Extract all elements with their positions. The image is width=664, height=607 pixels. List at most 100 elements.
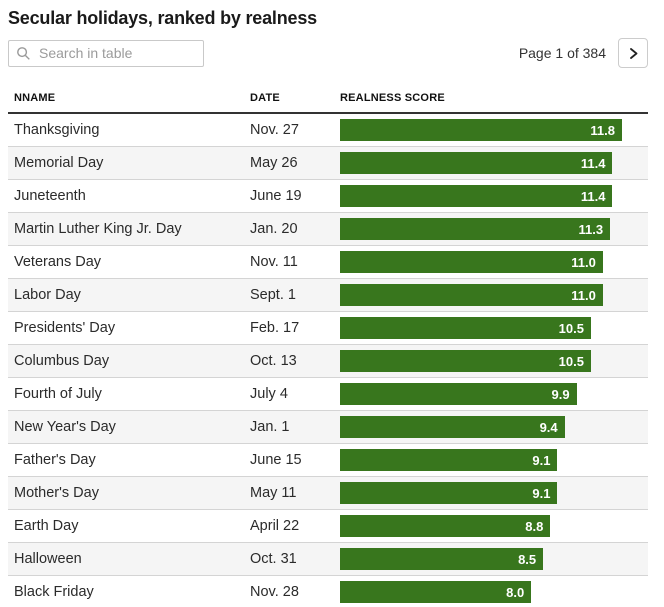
score-bar: 8.5: [340, 548, 544, 570]
page-title: Secular holidays, ranked by realness: [8, 8, 317, 28]
score-value: 10.5: [558, 320, 584, 336]
holiday-date: May 26: [250, 155, 298, 171]
table-row: Martin Luther King Jr. Day Jan. 20 11.3: [8, 212, 648, 245]
score-bar-cell: 10.5: [340, 317, 648, 339]
table-row: Memorial Day May 26 11.4: [8, 146, 648, 179]
table-row: Halloween Oct. 31 8.5: [8, 542, 648, 575]
score-value: 8.5: [518, 551, 537, 567]
table-row: Labor Day Sept. 1 11.0: [8, 278, 648, 311]
table-header-row: NNAME DATE REALNESS SCORE: [8, 92, 648, 114]
score-bar-cell: 9.1: [340, 482, 648, 504]
holiday-date: May 11: [250, 485, 297, 501]
score-value: 9.1: [532, 452, 551, 468]
score-bar: 11.8: [340, 119, 623, 141]
holiday-name: Earth Day: [14, 518, 79, 534]
score-value: 9.9: [551, 386, 570, 402]
score-bar-cell: 11.0: [340, 251, 648, 273]
table-row: Presidents' Day Feb. 17 10.5: [8, 311, 648, 344]
score-value: 9.4: [539, 419, 558, 435]
holiday-name: Veterans Day: [14, 254, 102, 270]
pagination: Page 1 of 384: [519, 38, 648, 68]
table-row: Father's Day June 15 9.1: [8, 443, 648, 476]
holiday-name: Fourth of July: [14, 386, 102, 402]
score-bar-cell: 11.4: [340, 152, 648, 174]
holiday-date: June 19: [250, 188, 302, 204]
score-value: 11.0: [571, 254, 596, 270]
next-page-button[interactable]: [618, 38, 648, 68]
score-bar: 11.3: [340, 218, 611, 240]
table-row: Fourth of July July 4 9.9: [8, 377, 648, 410]
score-bar-cell: 9.1: [340, 449, 648, 471]
score-bar: 11.0: [340, 251, 603, 273]
score-bar: 9.1: [340, 449, 558, 471]
toolbar: Page 1 of 384: [8, 38, 648, 68]
table-body: Thanksgiving Nov. 27 11.8 Memorial Day May 2…: [8, 114, 648, 607]
holiday-date: Nov. 11: [250, 254, 298, 270]
score-bar-cell: 11.0: [340, 284, 648, 306]
score-value: 11.8: [590, 122, 616, 138]
holiday-name: Father's Day: [14, 452, 96, 468]
score-bar: 9.4: [340, 416, 565, 438]
score-bar-cell: 8.0: [340, 581, 648, 603]
score-bar: 8.0: [340, 581, 532, 603]
table-row: Earth Day April 22 8.8: [8, 509, 648, 542]
holiday-date: Nov. 27: [250, 122, 299, 138]
holiday-date: Feb. 17: [250, 320, 300, 336]
score-bar-cell: 11.4: [340, 185, 648, 207]
holiday-date: Jan. 1: [250, 419, 290, 435]
score-value: 8.8: [525, 518, 544, 534]
holiday-name: New Year's Day: [14, 419, 116, 435]
holiday-name: Martin Luther King Jr. Day: [14, 221, 182, 237]
holiday-name: Columbus Day: [14, 353, 110, 369]
chevron-right-icon: [629, 47, 637, 59]
holiday-name: Halloween: [14, 551, 82, 567]
holiday-date: Jan. 20: [250, 221, 298, 237]
score-bar: 11.4: [340, 185, 613, 207]
holiday-date: Sept. 1: [250, 287, 296, 303]
column-header-name: NNAME: [14, 92, 56, 104]
score-value: 11.4: [580, 155, 606, 171]
score-bar: 9.1: [340, 482, 558, 504]
column-header-date: DATE: [250, 92, 280, 104]
score-value: 9.1: [532, 485, 551, 501]
score-bar: 11.4: [340, 152, 613, 174]
score-value: 10.5: [558, 353, 584, 369]
holiday-date: Oct. 13: [250, 353, 297, 369]
score-bar-cell: 8.8: [340, 515, 648, 537]
score-bar-cell: 9.4: [340, 416, 648, 438]
holiday-name: Thanksgiving: [14, 122, 100, 138]
holiday-name: Labor Day: [14, 287, 81, 303]
score-bar-cell: 8.5: [340, 548, 648, 570]
score-bar: 10.5: [340, 350, 591, 372]
holiday-name: Mother's Day: [14, 485, 99, 501]
holiday-name: Memorial Day: [14, 155, 104, 171]
holiday-date: Oct. 31: [250, 551, 297, 567]
holiday-name: Presidents' Day: [14, 320, 116, 336]
score-value: 11.3: [578, 221, 604, 237]
holiday-name: Black Friday: [14, 584, 94, 600]
holiday-name: Juneteenth: [14, 188, 86, 204]
score-bar-cell: 10.5: [340, 350, 648, 372]
table-row: Mother's Day May 11 9.1: [8, 476, 648, 509]
search-box: [8, 39, 204, 67]
table-row: Veterans Day Nov. 11 11.0: [8, 245, 648, 278]
search-input[interactable]: [8, 39, 204, 67]
table-row: New Year's Day Jan. 1 9.4: [8, 410, 648, 443]
holiday-date: Nov. 28: [250, 584, 299, 600]
score-bar: 11.0: [340, 284, 603, 306]
column-header-score: REALNESS SCORE: [340, 92, 445, 104]
score-bar: 10.5: [340, 317, 591, 339]
score-bar: 9.9: [340, 383, 577, 405]
score-value: 11.4: [580, 188, 606, 204]
score-value: 11.0: [571, 287, 596, 303]
score-bar: 8.8: [340, 515, 551, 537]
table-row: Columbus Day Oct. 13 10.5: [8, 344, 648, 377]
score-value: 8.0: [506, 584, 525, 600]
score-bar-cell: 9.9: [340, 383, 648, 405]
holiday-date: April 22: [250, 518, 300, 534]
page-indicator: Page 1 of 384: [518, 45, 606, 61]
table-row: Juneteenth June 19 11.4: [8, 179, 648, 212]
table-row: Black Friday Nov. 28 8.0: [8, 575, 648, 607]
holiday-date: June 15: [250, 452, 302, 468]
